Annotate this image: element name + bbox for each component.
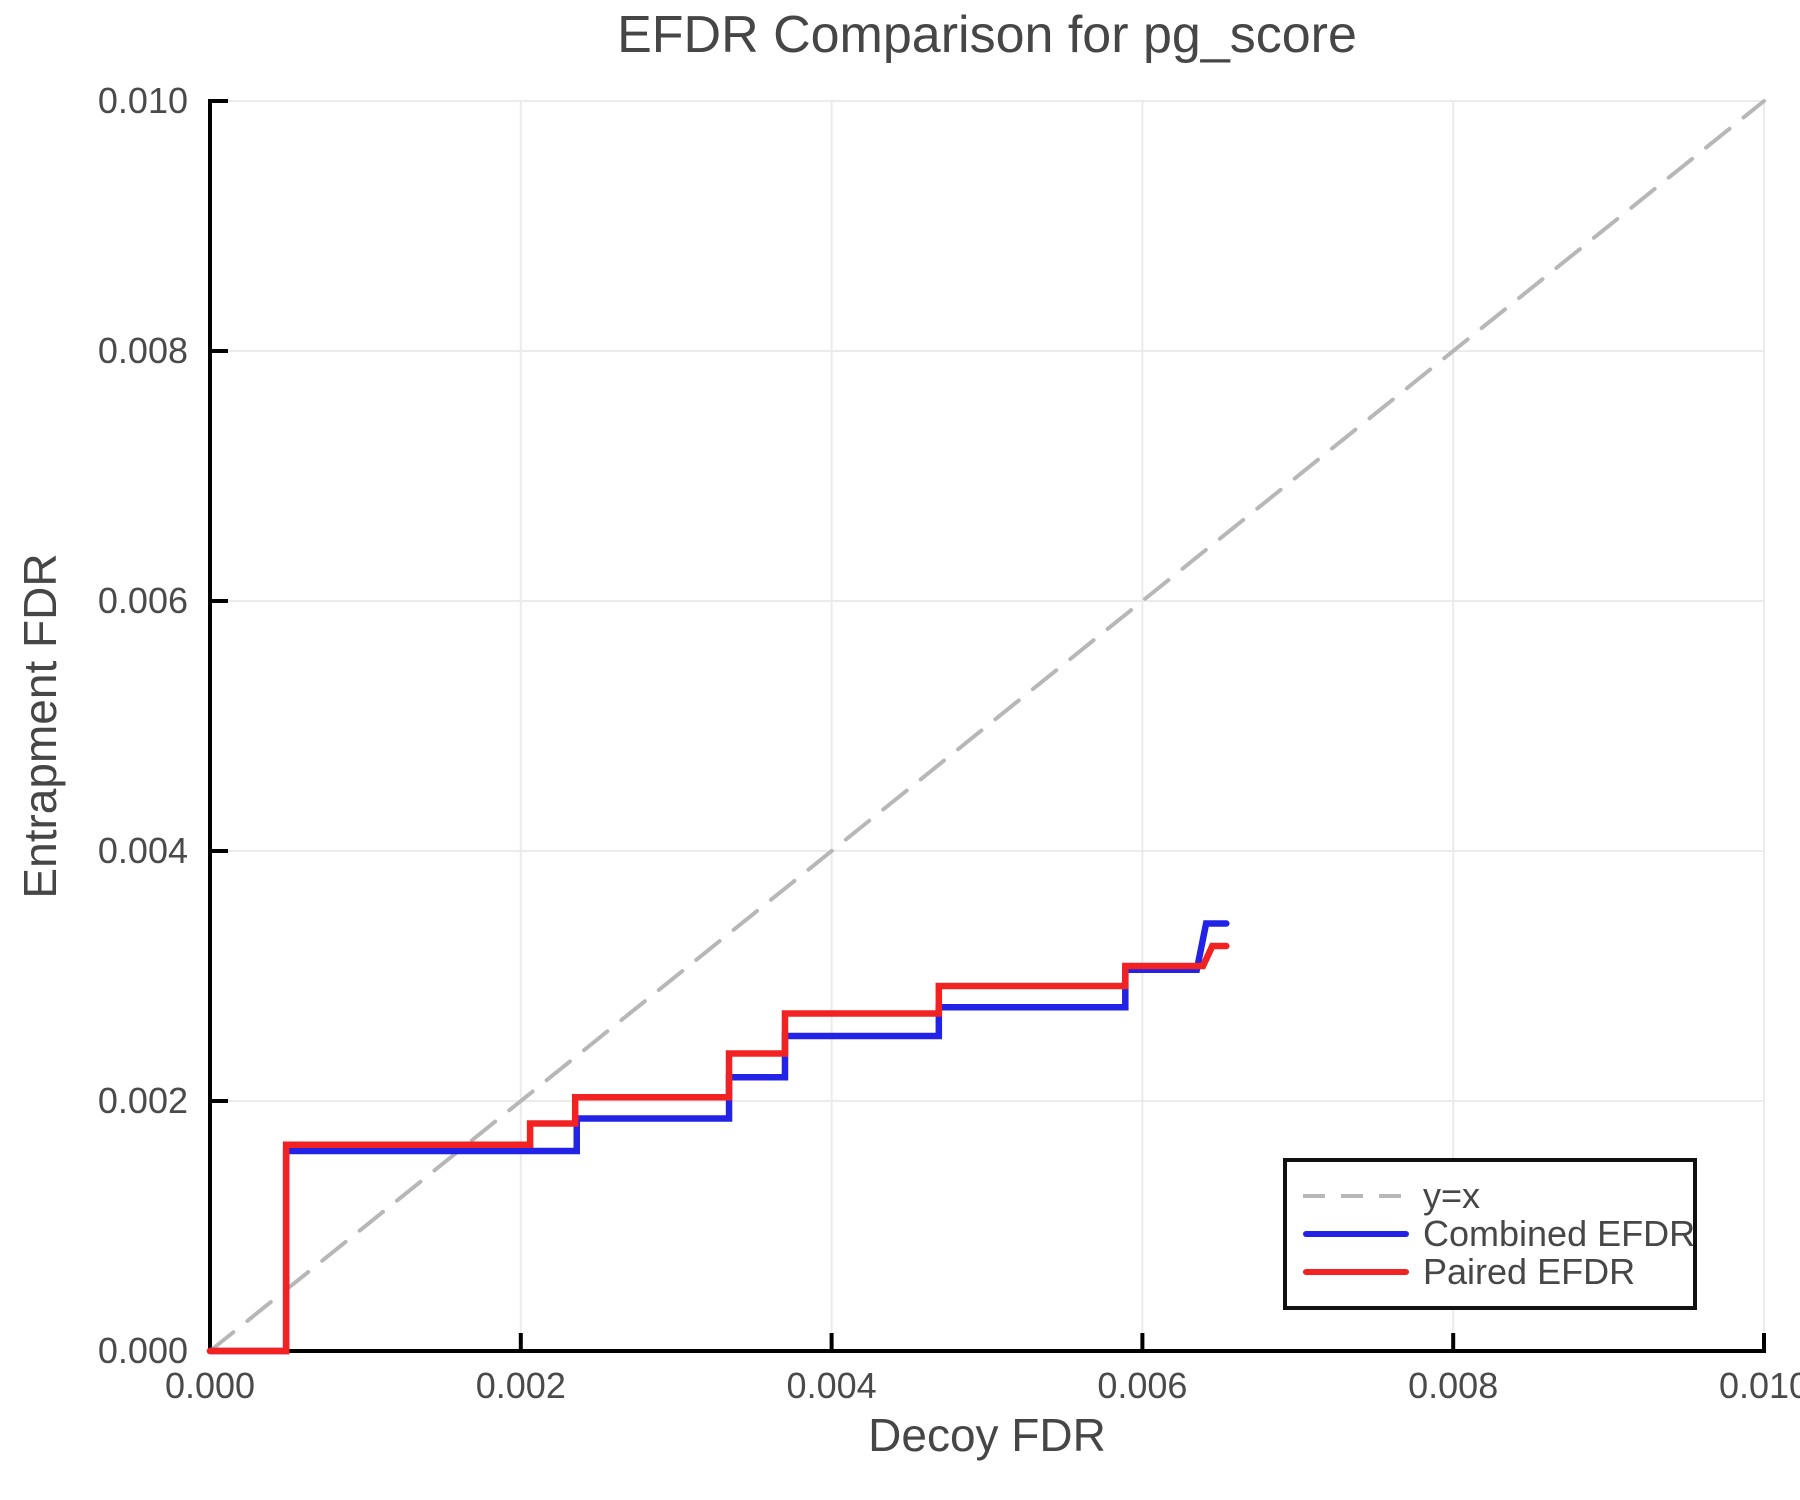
- x-axis-label: Decoy FDR: [868, 1409, 1106, 1461]
- x-tick-label: 0.008: [1408, 1365, 1499, 1406]
- legend-item-identity: y=x: [1303, 1177, 1693, 1215]
- y-tick-label: 0.006: [97, 580, 188, 621]
- legend-dashed-line-sample: [1303, 1194, 1409, 1198]
- legend-item-label: Combined EFDR: [1423, 1213, 1696, 1254]
- y-tick-label: 0.010: [97, 80, 188, 121]
- y-tick-label: 0.000: [97, 1330, 188, 1371]
- legend: y=x Combined EFDR Paired EFDR: [1283, 1158, 1697, 1310]
- legend-item-label: Paired EFDR: [1423, 1251, 1636, 1292]
- chart-title: EFDR Comparison for pg_score: [617, 6, 1357, 64]
- legend-item-label: y=x: [1423, 1175, 1481, 1216]
- legend-item-combined-efdr: Combined EFDR: [1303, 1213, 1696, 1254]
- y-tick-label: 0.008: [97, 330, 188, 371]
- x-tick-label: 0.006: [1097, 1365, 1188, 1406]
- x-tick-label: 0.000: [164, 1365, 256, 1406]
- legend-item-paired-efdr: Paired EFDR: [1303, 1253, 1693, 1291]
- paired-efdr-line: [206, 942, 1230, 1355]
- tick-marks: [208, 99, 1766, 1353]
- identity-line: [208, 99, 1766, 1353]
- y-tick-label: 0.004: [97, 830, 188, 871]
- x-tick-label: 0.010: [1718, 1365, 1800, 1406]
- legend-red-line-sample: [1303, 1269, 1409, 1275]
- y-tick-label: 0.002: [97, 1080, 188, 1121]
- legend-blue-line-sample: [1303, 1231, 1409, 1237]
- x-tick-label: 0.004: [786, 1365, 877, 1406]
- x-tick-label: 0.002: [475, 1365, 566, 1406]
